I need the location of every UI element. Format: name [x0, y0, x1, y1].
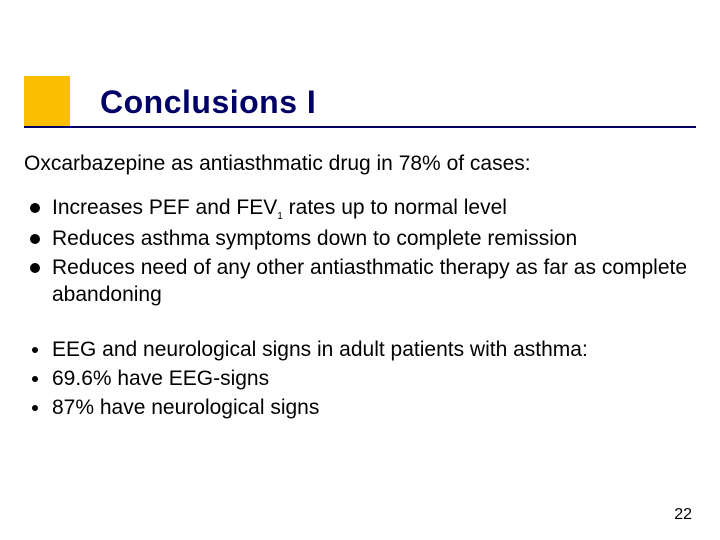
bullet-text: Reduces need of any other antiasthmatic …: [52, 256, 687, 306]
bullet-text: 87% have neurological signs: [52, 396, 319, 419]
spacer: [24, 311, 696, 337]
bullet-text-post: rates up to normal level: [283, 196, 507, 219]
title-wrap: Conclusions I: [100, 84, 680, 121]
bullet-text: EEG and neurological signs in adult pati…: [52, 338, 588, 361]
intro-text: Oxcarbazepine as antiasthmatic drug in 7…: [24, 150, 696, 177]
page-number: 22: [674, 506, 692, 524]
list-item: 87% have neurological signs: [52, 395, 696, 422]
list-item: Reduces need of any other antiasthmatic …: [52, 255, 696, 309]
slide: Conclusions I Oxcarbazepine as antiasthm…: [0, 0, 720, 540]
bullet-group-1: Increases PEF and FEV1 rates up to norma…: [24, 195, 696, 309]
list-item: 69.6% have EEG-signs: [52, 366, 696, 393]
accent-block: [24, 76, 70, 128]
page-title: Conclusions I: [100, 84, 680, 121]
bullet-text: Reduces asthma symptoms down to complete…: [52, 227, 577, 250]
list-item: Increases PEF and FEV1 rates up to norma…: [52, 195, 696, 224]
list-item: Reduces asthma symptoms down to complete…: [52, 226, 696, 253]
content-area: Oxcarbazepine as antiasthmatic drug in 7…: [24, 150, 696, 424]
title-underline: [24, 126, 696, 128]
list-item: EEG and neurological signs in adult pati…: [52, 337, 696, 364]
bullet-text: 69.6% have EEG-signs: [52, 367, 269, 390]
bullet-group-2: EEG and neurological signs in adult pati…: [24, 337, 696, 422]
bullet-text-pre: Increases PEF and FEV: [52, 196, 277, 219]
